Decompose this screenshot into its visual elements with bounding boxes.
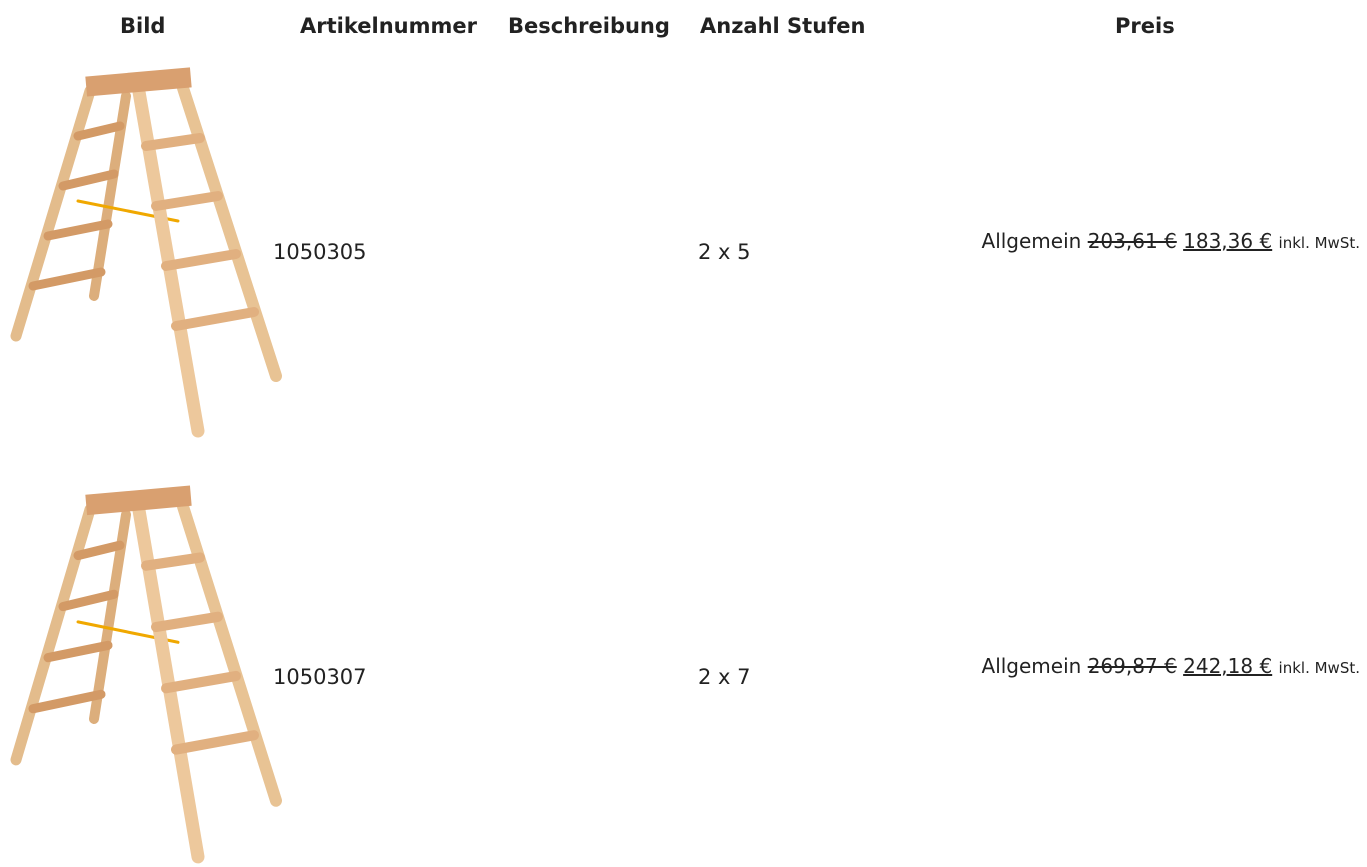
page-body: Bild Artikelnummer Beschreibung Anzahl S… bbox=[0, 0, 1367, 867]
anzahl-stufen: 2 x 5 bbox=[698, 240, 751, 264]
price-label: Allgemein bbox=[982, 229, 1082, 253]
anzahl-stufen: 2 x 7 bbox=[698, 665, 751, 689]
header-preis: Preis bbox=[1115, 14, 1175, 38]
page: Leitern {"header": {"bild": "Bild", "art… bbox=[0, 0, 1367, 867]
artikelnummer: 1050307 bbox=[273, 665, 367, 689]
header-beschreibung: Beschreibung bbox=[508, 14, 670, 38]
new-price: 183,36 € bbox=[1183, 229, 1272, 253]
price-label: Allgemein bbox=[982, 654, 1082, 678]
price: Allgemein 203,61 € 183,36 € inkl. MwSt. bbox=[982, 229, 1360, 253]
old-price: 269,87 € bbox=[1088, 654, 1177, 678]
header-bild: Bild bbox=[120, 14, 165, 38]
artikelnummer: 1050305 bbox=[273, 240, 367, 264]
product-image bbox=[8, 484, 283, 867]
header-anzahl-stufen: Anzahl Stufen bbox=[700, 14, 866, 38]
product-image bbox=[8, 66, 283, 441]
tax-note: inkl. MwSt. bbox=[1279, 659, 1360, 677]
new-price: 242,18 € bbox=[1183, 654, 1272, 678]
tax-note: inkl. MwSt. bbox=[1279, 234, 1360, 252]
price: Allgemein 269,87 € 242,18 € inkl. MwSt. bbox=[982, 654, 1360, 678]
header-artikelnummer: Artikelnummer bbox=[300, 14, 477, 38]
old-price: 203,61 € bbox=[1088, 229, 1177, 253]
